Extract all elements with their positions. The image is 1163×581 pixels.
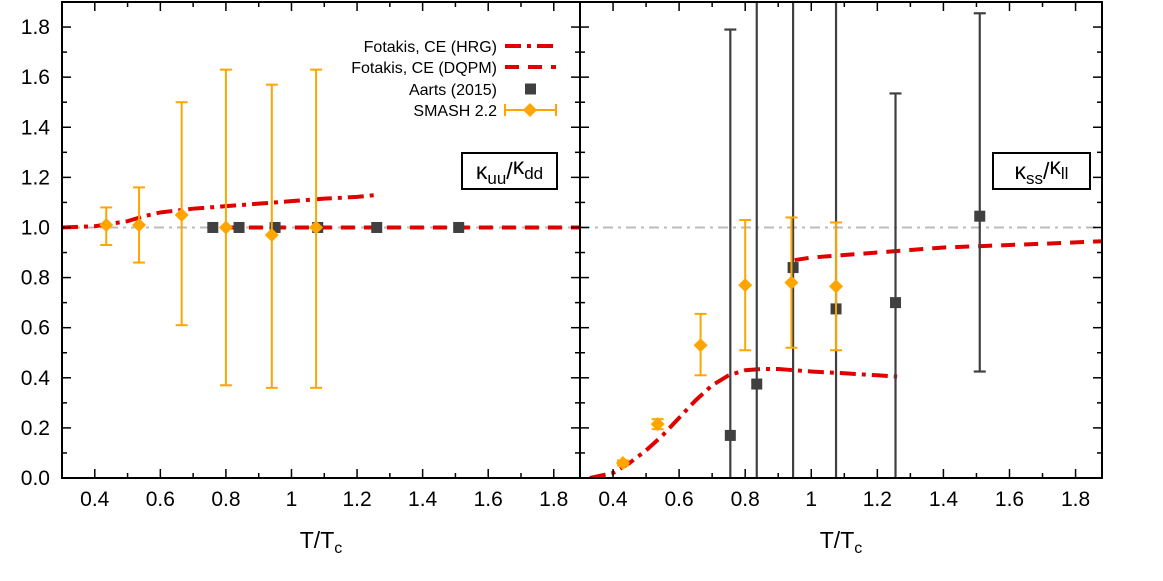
legend-swatch-smash — [523, 103, 537, 117]
point-smash — [650, 417, 665, 432]
ratio-label-sep: / — [1043, 158, 1050, 184]
x-tick-label: 0.8 — [731, 488, 760, 511]
series-line-dqpm — [794, 239, 1102, 263]
series-line-hrg — [62, 192, 377, 230]
point-aarts — [787, 262, 799, 274]
point-smash — [784, 275, 799, 290]
series-line-hrg — [589, 367, 898, 478]
x-tick-label: 1.4 — [929, 488, 959, 511]
point-aarts — [724, 429, 736, 441]
x-tick-label: 1.2 — [342, 488, 371, 511]
legend-label-hrg: Fotakis, CE (HRG) — [364, 39, 497, 56]
ratio-label-box — [461, 152, 558, 190]
ratio-label-base: κ — [476, 158, 488, 184]
ratio-label: κuu/κdd — [476, 153, 543, 188]
point-aarts — [233, 221, 245, 233]
x-tick-label: 1.8 — [1061, 488, 1090, 511]
ratio-label-sub2: dd — [524, 164, 543, 183]
x-axis-label-sub: c — [854, 540, 862, 557]
y-tick-label: 0.8 — [21, 267, 50, 290]
ratio-label-base2: κ — [1049, 153, 1061, 179]
x-axis-label-sub: c — [334, 540, 342, 557]
y-tick-label: 0.4 — [21, 367, 51, 390]
x-axis-label: T/Tc — [300, 527, 343, 557]
ratio-label-sep: / — [506, 158, 513, 184]
y-tick-label: 1.2 — [21, 166, 50, 189]
ratio-label-base2: κ — [513, 153, 525, 179]
point-smash — [829, 279, 844, 294]
x-axis-label-main: T/T — [820, 527, 855, 553]
ratio-label-sub2: ll — [1061, 164, 1069, 183]
x-tick-label: 0.4 — [598, 488, 628, 511]
x-tick-label: 0.8 — [211, 488, 240, 511]
y-tick-label: 1.0 — [21, 216, 50, 239]
x-tick-label: 1.2 — [863, 488, 892, 511]
point-aarts — [269, 221, 281, 233]
y-tick-label: 1.4 — [21, 116, 51, 139]
x-tick-label: 1.6 — [474, 488, 503, 511]
point-smash — [309, 220, 324, 235]
point-smash — [693, 338, 708, 353]
point-smash — [264, 227, 279, 242]
legend-swatch-aarts — [525, 83, 536, 95]
point-aarts — [974, 210, 986, 222]
plot-area — [62, 68, 580, 389]
y-tick-label: 1.8 — [21, 16, 50, 39]
x-axis-label: T/Tc — [820, 527, 863, 557]
point-smash — [218, 220, 233, 235]
point-aarts — [207, 221, 219, 233]
ratio-label-box — [992, 152, 1091, 190]
x-tick-label: 1 — [286, 488, 298, 511]
point-smash — [738, 278, 753, 293]
point-smash — [174, 207, 189, 222]
x-tick-label: 1.4 — [408, 488, 438, 511]
plot-area — [589, 2, 1102, 478]
y-tick-label: 0.2 — [21, 417, 50, 440]
y-tick-label: 0.6 — [21, 317, 50, 340]
ratio-label: κss/κll — [1015, 153, 1069, 188]
x-axis-label-main: T/T — [300, 527, 335, 553]
legend-label-smash: SMASH 2.2 — [413, 103, 497, 120]
legend: Fotakis, CE (HRG) Fotakis, CE (DQPM) Aarts… — [351, 39, 557, 120]
legend-label-aarts: Aarts (2015) — [409, 82, 497, 99]
point-aarts — [751, 378, 763, 390]
point-aarts — [890, 297, 902, 309]
point-aarts — [453, 221, 465, 233]
ratio-label-sub1: ss — [1026, 169, 1043, 188]
legend-label-dqpm: Fotakis, CE (DQPM) — [351, 60, 497, 77]
ratio-label-base: κ — [1015, 158, 1027, 184]
y-tick-label: 0.0 — [21, 467, 50, 490]
plot-frame — [579, 1, 1103, 479]
x-tick-label: 1.8 — [539, 488, 568, 511]
x-tick-label: 0.6 — [146, 488, 175, 511]
point-smash — [132, 217, 147, 232]
point-smash — [99, 217, 114, 232]
y-tick-label: 1.6 — [21, 66, 50, 89]
x-tick-label: 0.4 — [80, 488, 110, 511]
x-tick-label: 1 — [805, 488, 817, 511]
panel-left: 0.4 0.6 0.8 1 1.2 1.4 1.6 1.8 0.0 0.2 0.4 0.6 0.8 1.0… — [21, 1, 581, 557]
point-aarts — [371, 221, 383, 233]
x-tick-label: 0.6 — [665, 488, 694, 511]
x-tick-label: 1.6 — [995, 488, 1024, 511]
ratio-label-sub1: uu — [487, 169, 506, 188]
point-smash — [615, 455, 630, 470]
